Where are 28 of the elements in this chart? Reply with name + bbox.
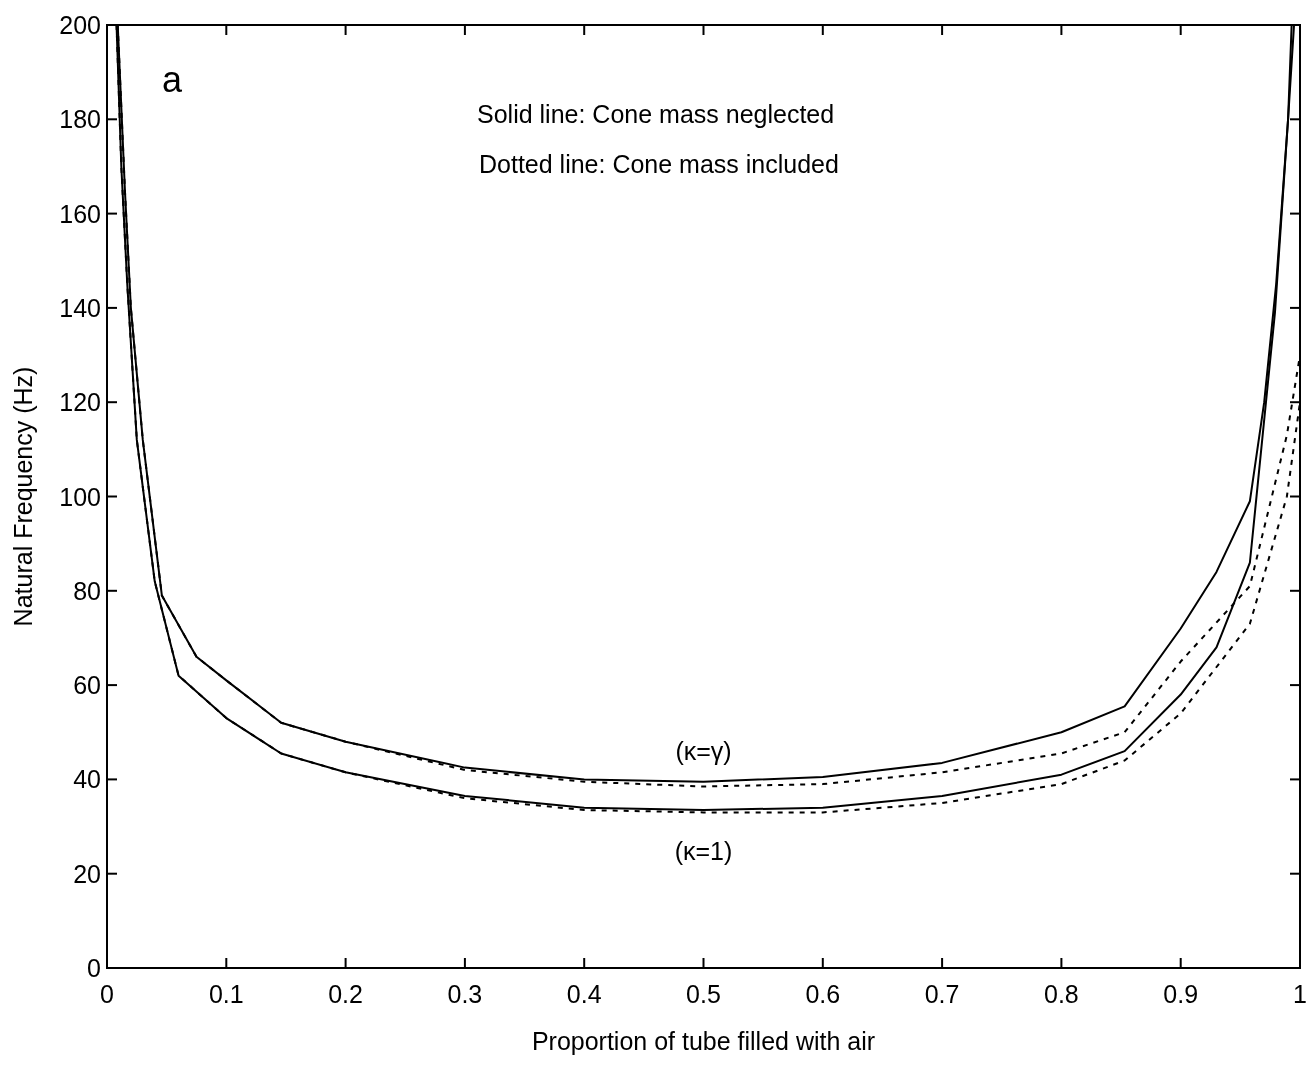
y-tick-label: 80 (73, 576, 101, 605)
y-tick-label: 200 (59, 11, 101, 39)
annotation: (κ=1) (674, 837, 733, 866)
y-tick-label: 120 (59, 388, 101, 417)
x-tick-label: 0.1 (208, 980, 244, 1008)
annotation: (κ=γ) (675, 736, 732, 765)
x-tick-label: 0.6 (805, 980, 841, 1008)
x-axis-title: Proportion of tube filled with air (531, 1027, 876, 1055)
x-tick-label: 1 (1293, 980, 1307, 1008)
x-tick-label: 0.8 (1044, 980, 1079, 1008)
x-tick-label: 0.9 (1163, 980, 1199, 1008)
y-tick-label: 20 (73, 859, 101, 888)
x-tick-label: 0.2 (328, 980, 363, 1008)
y-tick-label: 100 (59, 482, 101, 511)
y-tick-label: 0 (87, 954, 101, 982)
y-tick-label: 40 (73, 765, 101, 794)
annotation: Dotted line: Cone mass included (479, 150, 839, 178)
y-tick-label: 60 (73, 671, 101, 700)
x-tick-label: 0.4 (566, 980, 602, 1008)
x-tick-label: 0.5 (686, 980, 721, 1008)
y-tick-label: 160 (59, 199, 101, 228)
annotation: a (162, 59, 183, 100)
x-tick-label: 0.3 (447, 980, 483, 1008)
y-tick-label: 140 (59, 293, 101, 322)
annotation: Solid line: Cone mass neglected (477, 100, 835, 128)
y-axis-title: Natural Frequency (Hz) (9, 366, 37, 627)
y-tick-label: 180 (59, 105, 101, 134)
x-tick-label: 0.7 (924, 980, 960, 1008)
